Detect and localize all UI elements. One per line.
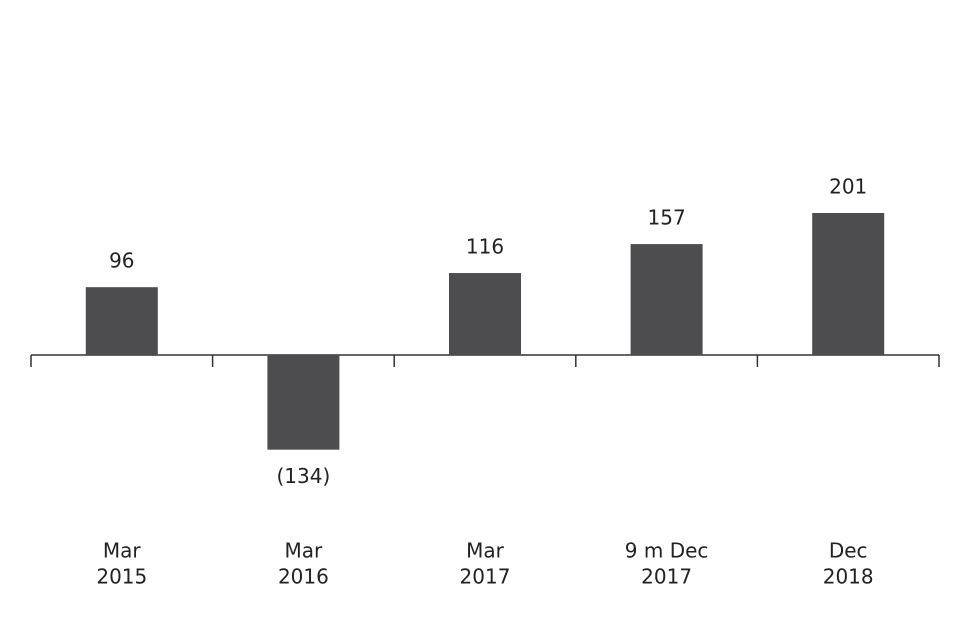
bar [85, 287, 158, 355]
x-tick-label: 2015 [96, 565, 147, 589]
value-label: 201 [829, 175, 867, 199]
x-tick-label: 2017 [641, 565, 692, 589]
bar [449, 273, 521, 355]
bar [267, 355, 340, 450]
x-tick-label: 2016 [278, 565, 329, 589]
value-label: 157 [648, 206, 686, 230]
value-label: 116 [466, 235, 504, 259]
bar [630, 244, 703, 355]
x-tick-label: Mar [466, 539, 505, 563]
x-tick-label: 2017 [460, 565, 511, 589]
x-tick-label: 2018 [823, 565, 874, 589]
x-tick-label: Dec [829, 539, 868, 563]
value-label: (134) [277, 464, 331, 488]
value-label: 96 [109, 249, 134, 273]
x-tick-label: 9 m Dec [625, 539, 709, 563]
bar [812, 213, 885, 355]
x-tick-label: Mar [285, 539, 324, 563]
x-tick-label: Mar [103, 539, 142, 563]
